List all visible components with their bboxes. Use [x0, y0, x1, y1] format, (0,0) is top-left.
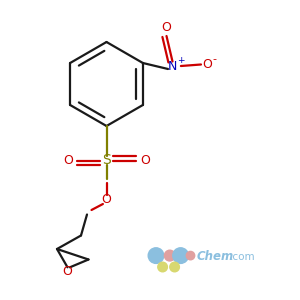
- Circle shape: [173, 248, 188, 263]
- Text: -: -: [212, 54, 217, 64]
- Text: S: S: [102, 154, 111, 167]
- Text: O: O: [102, 193, 111, 206]
- Text: Chem: Chem: [196, 250, 234, 263]
- Text: O: O: [162, 21, 171, 34]
- Text: O: O: [63, 154, 73, 167]
- Circle shape: [170, 262, 179, 272]
- Text: +: +: [177, 56, 185, 65]
- Circle shape: [186, 251, 195, 260]
- Text: O: O: [63, 265, 72, 278]
- Text: .com: .com: [230, 251, 255, 262]
- Text: O: O: [140, 154, 150, 167]
- Text: O: O: [202, 58, 212, 71]
- Circle shape: [164, 250, 175, 261]
- Circle shape: [158, 262, 167, 272]
- Circle shape: [148, 248, 164, 263]
- Text: N: N: [168, 59, 177, 73]
